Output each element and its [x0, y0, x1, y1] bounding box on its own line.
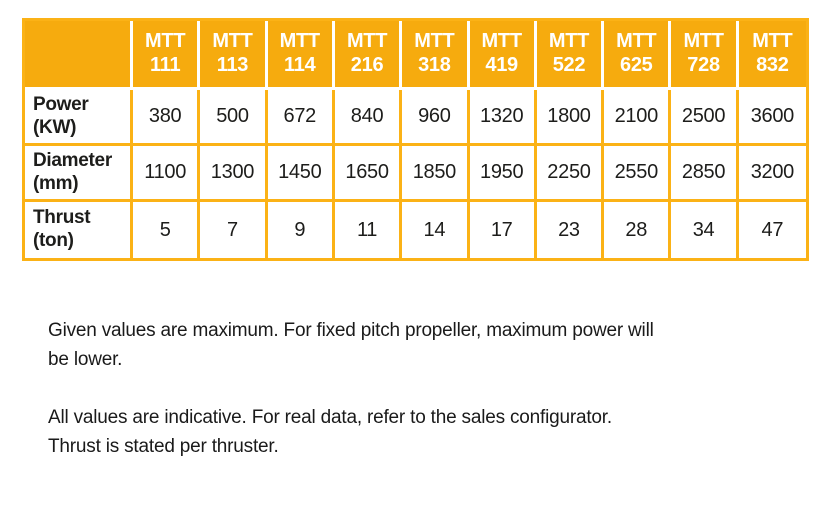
column-header-series: MTT — [346, 30, 388, 53]
column-header-model: 728 — [687, 54, 720, 76]
column-header-series: MTT — [414, 30, 455, 53]
value-cell: 23 — [537, 202, 605, 258]
column-header-series: MTT — [683, 30, 724, 53]
value-cell: 1950 — [469, 146, 537, 202]
column-header-series: MTT — [212, 30, 253, 53]
row-label-unit: (mm) — [33, 172, 79, 194]
column-header-model: 216 — [350, 54, 384, 76]
value-cell: 3200 — [738, 146, 806, 202]
row-label-line: Diameter — [33, 149, 112, 171]
value-cell: 500 — [200, 90, 268, 146]
value-cell: 2550 — [604, 146, 672, 202]
column-header-mtt-522: MTT 522 — [536, 21, 605, 90]
value-cell: 14 — [402, 202, 470, 258]
value-cell: 11 — [335, 202, 403, 258]
column-header-mtt-832: MTT 832 — [738, 21, 806, 90]
value-cell: 2250 — [536, 146, 605, 202]
note-paragraph-max-values: Given values are maximum. For fixed pitc… — [48, 316, 654, 374]
row-label-diameter: Diameter (mm) — [25, 146, 133, 202]
value-cell: 1300 — [200, 146, 268, 202]
value-cell: 1800 — [536, 90, 605, 146]
column-header-series: MTT — [752, 30, 793, 53]
row-label-unit: (ton) — [33, 230, 74, 251]
value-cell: 672 — [267, 90, 335, 146]
note-line: be lower. — [48, 349, 123, 370]
value-cell: 840 — [334, 90, 403, 146]
column-header-mtt-113: MTT 113 — [200, 21, 268, 90]
value-cell: 380 — [133, 90, 201, 146]
value-cell: 1100 — [133, 146, 201, 202]
column-header-model: 111 — [150, 54, 181, 76]
value-cell: 1320 — [469, 90, 537, 146]
thruster-spec-table: MTT 111 MTT 113 MTT 114 MTT 216 MTT 318 … — [22, 18, 809, 261]
column-header-model: 318 — [418, 54, 451, 76]
value-cell: 3600 — [738, 90, 806, 146]
row-label-line: Thrust — [33, 207, 91, 229]
table-corner-cell — [25, 21, 133, 90]
column-header-series: MTT — [481, 30, 523, 53]
note-line: Given values are maximum. For fixed pitc… — [48, 320, 654, 341]
note-line: Thrust is stated per thruster. — [48, 436, 279, 457]
row-label-line: Power — [33, 93, 89, 115]
column-header-mtt-419: MTT 419 — [469, 21, 537, 90]
column-header-mtt-318: MTT 318 — [402, 21, 470, 90]
column-header-series: MTT — [145, 30, 186, 53]
column-header-model: 113 — [216, 54, 249, 76]
value-cell: 47 — [761, 218, 784, 241]
note-line: All values are indicative. For real data… — [48, 407, 612, 428]
column-header-model: 114 — [284, 54, 316, 76]
value-cell: 34 — [671, 202, 739, 258]
value-cell: 960 — [402, 90, 470, 146]
row-label-power: Power (KW) — [25, 90, 133, 146]
column-header-mtt-114: MTT 114 — [267, 21, 335, 90]
column-header-model: 625 — [620, 54, 653, 76]
column-header-mtt-111: MTT 111 — [133, 21, 201, 90]
column-header-model: 522 — [552, 54, 586, 76]
row-label-thrust: Thrust (ton) — [25, 202, 133, 258]
column-header-mtt-728: MTT 728 — [671, 21, 739, 90]
column-header-mtt-625: MTT 625 — [604, 21, 672, 90]
value-cell: 28 — [604, 202, 672, 258]
column-header-series: MTT — [548, 30, 590, 53]
value-cell: 17 — [470, 202, 537, 258]
value-cell: 2100 — [604, 90, 672, 146]
value-cell: 7 — [200, 202, 268, 258]
column-header-mtt-216: MTT 216 — [334, 21, 403, 90]
value-cell: 5 — [133, 202, 201, 258]
column-header-series: MTT — [279, 30, 321, 53]
note-paragraph-indicative: All values are indicative. For real data… — [48, 403, 612, 461]
column-header-series: MTT — [616, 30, 657, 53]
column-header-model: 419 — [485, 54, 518, 76]
value-cell: 1450 — [267, 146, 335, 202]
value-cell: 9 — [268, 202, 335, 258]
value-cell: 2500 — [671, 90, 739, 146]
value-cell: 1850 — [402, 146, 470, 202]
value-cell: 1650 — [334, 146, 403, 202]
value-cell: 2850 — [671, 146, 739, 202]
column-header-model: 832 — [756, 54, 789, 76]
row-label-unit: (KW) — [33, 116, 77, 138]
